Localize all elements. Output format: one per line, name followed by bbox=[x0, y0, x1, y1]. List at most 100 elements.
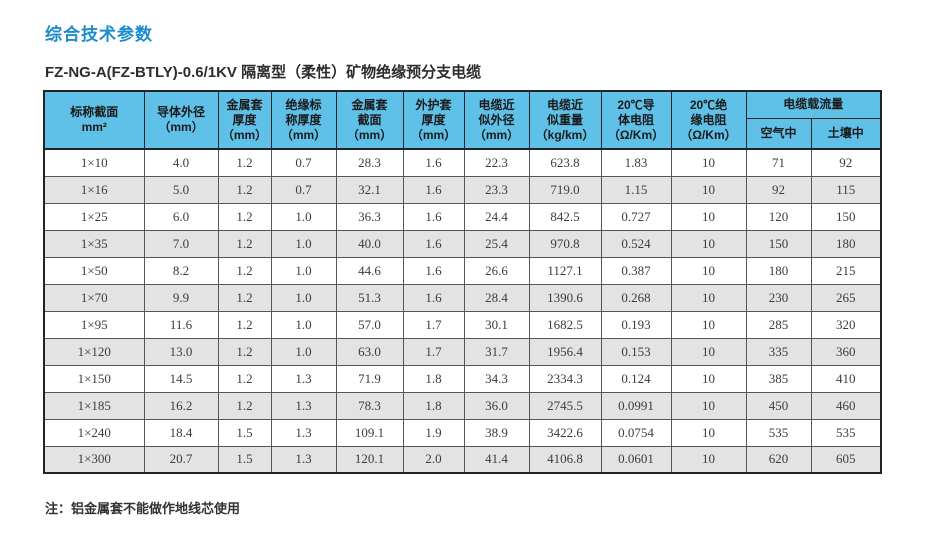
table-cell: 71 bbox=[745, 148, 812, 177]
table-cell: 1.2 bbox=[217, 175, 272, 204]
table-cell: 215 bbox=[810, 256, 882, 285]
table-cell: 10 bbox=[670, 175, 747, 204]
table-cell: 1.2 bbox=[217, 283, 272, 312]
table-cell: 1×120 bbox=[43, 337, 145, 366]
table-cell: 1.2 bbox=[217, 391, 272, 420]
table-cell: 28.3 bbox=[335, 148, 404, 177]
table-cell: 8.2 bbox=[143, 256, 219, 285]
table-cell: 10 bbox=[670, 256, 747, 285]
table-cell: 10 bbox=[670, 445, 747, 474]
table-cell: 11.6 bbox=[143, 310, 219, 339]
table-cell: 71.9 bbox=[335, 364, 404, 393]
table-cell: 1.6 bbox=[402, 175, 465, 204]
table-cell: 1×70 bbox=[43, 283, 145, 312]
section-title: 综合技术参数 bbox=[45, 25, 153, 44]
table-cell: 1.6 bbox=[402, 229, 465, 258]
table-cell: 115 bbox=[810, 175, 882, 204]
table-cell: 1.0 bbox=[270, 283, 337, 312]
table-cell: 1.0 bbox=[270, 202, 337, 231]
table-cell: 32.1 bbox=[335, 175, 404, 204]
header-approx-od: 电缆近 似外径 （mm） bbox=[463, 90, 530, 150]
table-row: 1×240 18.4 1.5 1.3 109.1 1.9 38.9 3422.6 0.0754 1… bbox=[43, 418, 882, 447]
table-row: 1×16 5.0 1.2 0.7 32.1 1.6 23.3 719.0 1.15 10 92 115 bbox=[43, 175, 882, 204]
table-cell: 3422.6 bbox=[528, 418, 602, 447]
table-cell: 92 bbox=[745, 175, 812, 204]
table-cell: 7.0 bbox=[143, 229, 219, 258]
header-ampacity-soil: 土壤中 bbox=[810, 117, 882, 150]
table-cell: 535 bbox=[810, 418, 882, 447]
table-row: 1×50 8.2 1.2 1.0 44.6 1.6 26.6 1127.1 0.387 10 180… bbox=[43, 256, 882, 285]
table-cell: 1.9 bbox=[402, 418, 465, 447]
table-cell: 1.6 bbox=[402, 148, 465, 177]
table-cell: 1×300 bbox=[43, 445, 145, 474]
table-cell: 1.2 bbox=[217, 337, 272, 366]
table-cell: 623.8 bbox=[528, 148, 602, 177]
table-cell: 385 bbox=[745, 364, 812, 393]
table-cell: 1.5 bbox=[217, 445, 272, 474]
table-cell: 34.3 bbox=[463, 364, 530, 393]
table-cell: 0.727 bbox=[600, 202, 672, 231]
table-cell: 10 bbox=[670, 364, 747, 393]
table-cell: 1×25 bbox=[43, 202, 145, 231]
table-cell: 40.0 bbox=[335, 229, 404, 258]
table-cell: 320 bbox=[810, 310, 882, 339]
table-cell: 26.6 bbox=[463, 256, 530, 285]
table-cell: 41.4 bbox=[463, 445, 530, 474]
table-cell: 92 bbox=[810, 148, 882, 177]
table-cell: 1.3 bbox=[270, 364, 337, 393]
table-cell: 16.2 bbox=[143, 391, 219, 420]
table-cell: 230 bbox=[745, 283, 812, 312]
table-cell: 620 bbox=[745, 445, 812, 474]
table-body: 1×10 4.0 1.2 0.7 28.3 1.6 22.3 623.8 1.83 10 71 92 1… bbox=[43, 148, 882, 474]
table-row: 1×95 11.6 1.2 1.0 57.0 1.7 30.1 1682.5 0.193 10 28… bbox=[43, 310, 882, 339]
table-cell: 460 bbox=[810, 391, 882, 420]
table-cell: 24.4 bbox=[463, 202, 530, 231]
table-cell: 1×150 bbox=[43, 364, 145, 393]
table-cell: 1×95 bbox=[43, 310, 145, 339]
table-cell: 1.8 bbox=[402, 391, 465, 420]
table-cell: 1×50 bbox=[43, 256, 145, 285]
table-cell: 6.0 bbox=[143, 202, 219, 231]
table-cell: 1.15 bbox=[600, 175, 672, 204]
header-ampacity-group: 电缆载流量 bbox=[745, 90, 882, 119]
table-cell: 10 bbox=[670, 391, 747, 420]
table-cell: 719.0 bbox=[528, 175, 602, 204]
table-cell: 410 bbox=[810, 364, 882, 393]
table-cell: 1.2 bbox=[217, 202, 272, 231]
table-cell: 0.0754 bbox=[600, 418, 672, 447]
table-cell: 1.0 bbox=[270, 256, 337, 285]
table-row: 1×185 16.2 1.2 1.3 78.3 1.8 36.0 2745.5 0.0991 10… bbox=[43, 391, 882, 420]
header-metal-sheath-section: 金属套 截面 （mm） bbox=[335, 90, 404, 150]
table-cell: 14.5 bbox=[143, 364, 219, 393]
table-cell: 1×35 bbox=[43, 229, 145, 258]
table-cell: 1390.6 bbox=[528, 283, 602, 312]
table-cell: 1.7 bbox=[402, 337, 465, 366]
table-row: 1×120 13.0 1.2 1.0 63.0 1.7 31.7 1956.4 0.153 10 3… bbox=[43, 337, 882, 366]
table-cell: 1.2 bbox=[217, 229, 272, 258]
table-cell: 1×10 bbox=[43, 148, 145, 177]
table-cell: 970.8 bbox=[528, 229, 602, 258]
table-cell: 9.9 bbox=[143, 283, 219, 312]
table-cell: 13.0 bbox=[143, 337, 219, 366]
table-cell: 0.124 bbox=[600, 364, 672, 393]
table-cell: 1.3 bbox=[270, 391, 337, 420]
header-insulation-resistance: 20℃绝 缘电阻 （Ω/Km） bbox=[670, 90, 747, 150]
table-cell: 10 bbox=[670, 310, 747, 339]
table-cell: 1.3 bbox=[270, 418, 337, 447]
table-cell: 1.2 bbox=[217, 148, 272, 177]
table-cell: 22.3 bbox=[463, 148, 530, 177]
header-conductor-resistance: 20℃导 体电阻 （Ω/Km） bbox=[600, 90, 672, 150]
table-cell: 1.2 bbox=[217, 310, 272, 339]
table-cell: 360 bbox=[810, 337, 882, 366]
table-cell: 44.6 bbox=[335, 256, 404, 285]
table-cell: 2.0 bbox=[402, 445, 465, 474]
table-cell: 20.7 bbox=[143, 445, 219, 474]
table-cell: 25.4 bbox=[463, 229, 530, 258]
table-cell: 150 bbox=[745, 229, 812, 258]
header-ampacity-air: 空气中 bbox=[745, 117, 812, 150]
table-cell: 0.387 bbox=[600, 256, 672, 285]
table-cell: 120 bbox=[745, 202, 812, 231]
table-cell: 38.9 bbox=[463, 418, 530, 447]
table-cell: 1.0 bbox=[270, 337, 337, 366]
